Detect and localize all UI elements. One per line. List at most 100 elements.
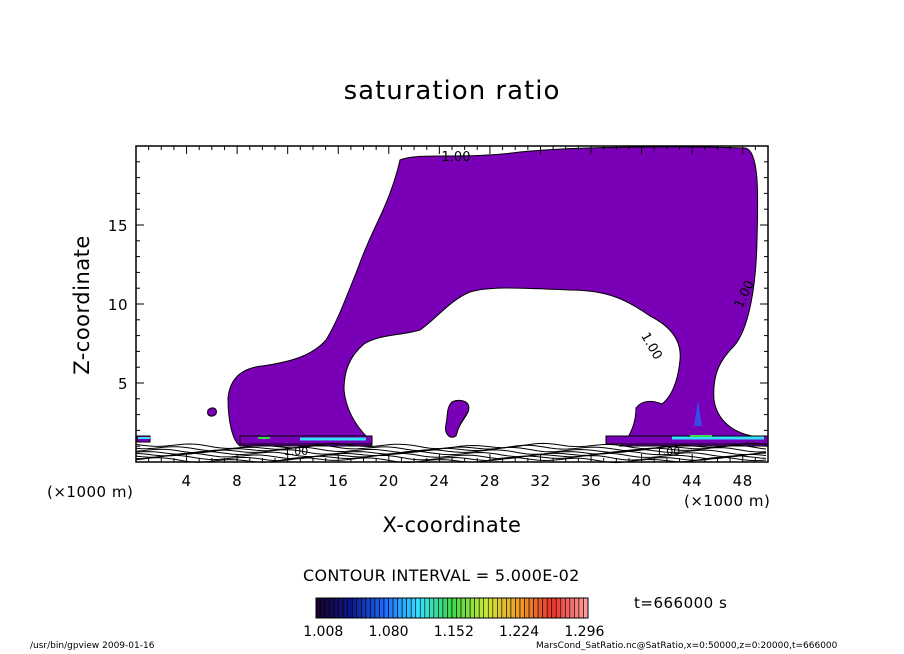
chart-title: saturation ratio xyxy=(343,76,561,106)
x-axis-label: X-coordinate xyxy=(0,513,904,537)
contour-label-ground-right: 1.00 xyxy=(656,445,681,458)
colorbar-cell xyxy=(442,597,448,619)
colorbar-cell xyxy=(515,597,521,619)
contour-interval: CONTOUR INTERVAL = 5.000E-02 xyxy=(303,566,580,585)
colorbar-cell xyxy=(338,597,344,619)
colorbar-cell xyxy=(492,597,498,619)
footer-right: MarsCond_SatRatio.nc@SatRatio,x=0:50000,… xyxy=(536,641,838,651)
colorbar-cell xyxy=(415,597,421,619)
colorbar-cell xyxy=(406,597,412,619)
x-tick-label: 32 xyxy=(530,472,550,490)
colorbar-cell xyxy=(469,597,475,619)
x-tick-label: 12 xyxy=(278,472,298,490)
colorbar-cell xyxy=(578,597,584,619)
colorbar-cell xyxy=(410,597,417,619)
colorbar-cell xyxy=(342,597,349,619)
colorbar-cell xyxy=(465,597,471,619)
colorbar-label: 1.152 xyxy=(434,624,474,640)
y-axis-label: Z-coordinate xyxy=(70,235,94,375)
colorbar-cell xyxy=(510,597,516,619)
colorbar-cell xyxy=(365,597,371,619)
colorbar-labels: 1.008 1.080 1.152 1.224 1.296 xyxy=(303,624,604,640)
y-tick-label: 5 xyxy=(118,375,128,393)
colorbar-cell xyxy=(379,597,385,619)
colorbar-cell xyxy=(583,597,589,619)
colorbar-cell xyxy=(537,597,543,619)
colorbar-cell xyxy=(320,597,326,619)
y-tick-label: 10 xyxy=(108,296,128,314)
colorbar-cell xyxy=(374,597,380,619)
saturated-island xyxy=(445,399,470,438)
colorbar-cell xyxy=(456,597,462,619)
colorbar-cell xyxy=(397,597,403,619)
colorbar-cell xyxy=(565,597,571,619)
colorbar-cell xyxy=(546,597,553,619)
colorbar-cell xyxy=(533,597,539,619)
colorbar-cell xyxy=(383,597,389,619)
colorbar-cell xyxy=(438,597,444,619)
surface-contour-line xyxy=(135,452,767,460)
contour-label-top: 1.00 xyxy=(442,150,471,165)
saturated-region xyxy=(227,146,769,447)
x-tick-label: 28 xyxy=(480,472,500,490)
x-tick-label: 36 xyxy=(581,472,601,490)
colorbar-cell xyxy=(478,597,485,619)
axis-ticks xyxy=(135,145,769,463)
x-tick-label: 20 xyxy=(379,472,399,490)
colorbar-cell xyxy=(451,597,457,619)
colorbar-cell xyxy=(474,597,480,619)
x-tick-label: 48 xyxy=(733,472,753,490)
colorbar-cell xyxy=(497,597,503,619)
surface-contour-line xyxy=(135,450,767,458)
colorbar-cell xyxy=(388,597,394,619)
y-tick-label: 15 xyxy=(108,217,128,235)
colorbar-cell xyxy=(429,597,435,619)
colorbar-cell xyxy=(447,597,453,619)
x-axis-label-text: X-coordinate xyxy=(382,513,522,537)
colorbar-cell xyxy=(483,597,489,619)
x-tick-label: 24 xyxy=(429,472,449,490)
colorbar-cell xyxy=(528,597,534,619)
x-tick-label: 16 xyxy=(328,472,348,490)
surface-contour-line xyxy=(136,454,767,462)
colorbar-cell xyxy=(542,597,548,619)
surface-contour-lines xyxy=(135,442,767,464)
surface-contour-line xyxy=(135,444,767,452)
colorbar-label: 1.224 xyxy=(499,624,539,640)
x-unit-left: (×1000 m) xyxy=(47,483,134,501)
x-tick-label: 4 xyxy=(182,472,192,490)
colorbar-cell xyxy=(419,597,426,619)
colorbar-cell xyxy=(351,597,358,619)
colorbar-cell xyxy=(401,597,407,619)
colorbar xyxy=(315,597,589,619)
colorbar-cell xyxy=(333,597,339,619)
colorbar-cell xyxy=(324,597,330,619)
colorbar-cell xyxy=(433,597,439,619)
colorbar-cell xyxy=(574,597,580,619)
colorbar-cell xyxy=(392,597,398,619)
colorbar-cell xyxy=(569,597,575,619)
colorbar-cell xyxy=(370,597,376,619)
surface-contour-line xyxy=(135,456,767,464)
colorbar-label: 1.080 xyxy=(368,624,408,640)
colorbar-cell xyxy=(361,597,367,619)
surface-contour-line xyxy=(135,448,767,456)
colorbar-cell xyxy=(460,597,466,619)
colorbar-frame xyxy=(315,597,589,619)
x-unit-right: (×1000 m) xyxy=(684,492,771,510)
colorbar-cell xyxy=(487,597,494,619)
colorbar-cell xyxy=(551,597,557,619)
footer-left: /usr/bin/gpview 2009-01-16 xyxy=(30,641,155,651)
colorbar-cell xyxy=(424,597,430,619)
saturated-speck xyxy=(207,407,217,417)
x-tick-label: 40 xyxy=(632,472,652,490)
contour-label-ground-left: 1.00 xyxy=(284,445,309,458)
x-tick-label: 44 xyxy=(682,472,702,490)
colorbar-label: 1.008 xyxy=(303,624,343,640)
colorbar-cell xyxy=(315,597,321,619)
x-tick-label: 8 xyxy=(232,472,242,490)
colorbar-cell xyxy=(555,597,562,619)
colorbar-cell xyxy=(356,597,362,619)
